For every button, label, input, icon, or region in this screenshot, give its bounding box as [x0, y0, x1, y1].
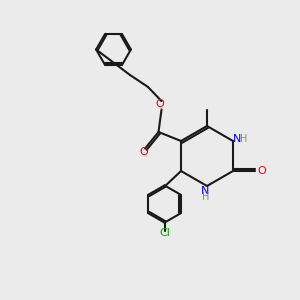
Text: N: N: [233, 134, 241, 145]
Text: Cl: Cl: [159, 228, 170, 238]
Text: O: O: [258, 166, 266, 176]
Text: H: H: [240, 134, 247, 145]
Text: O: O: [156, 99, 164, 109]
Text: H: H: [202, 192, 209, 203]
Text: N: N: [201, 186, 210, 197]
Text: O: O: [139, 147, 148, 158]
